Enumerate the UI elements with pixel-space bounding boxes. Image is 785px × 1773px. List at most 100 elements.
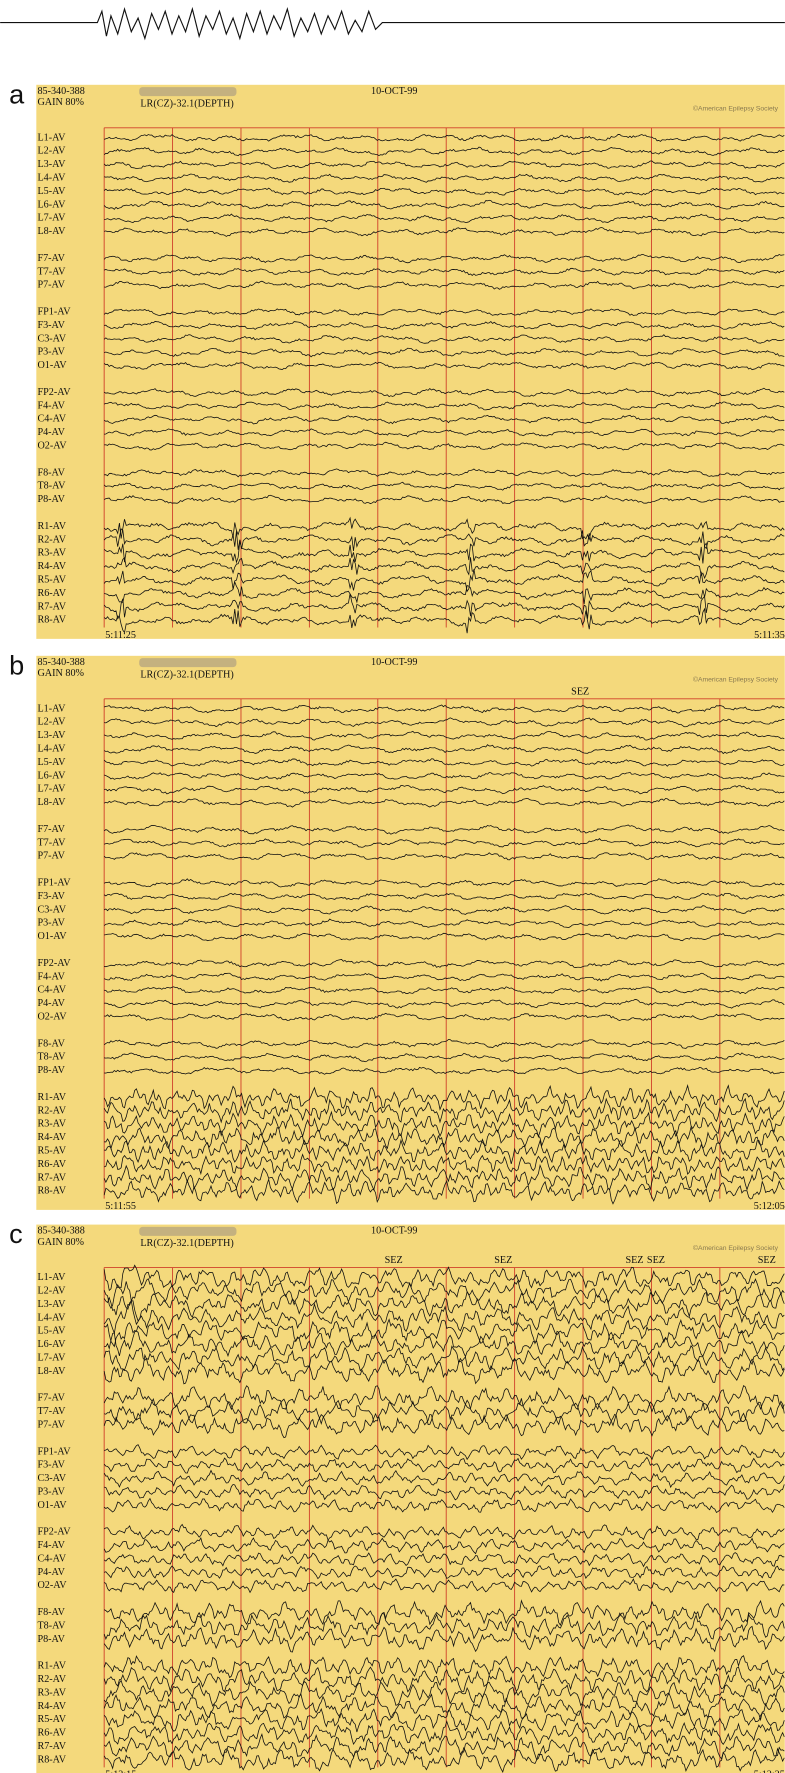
channel-label: F3-AV <box>37 320 65 331</box>
eeg-trace <box>103 1353 785 1385</box>
channel-label: R3-AV <box>37 548 66 559</box>
channel-label: R1-AV <box>37 1661 66 1672</box>
eeg-trace <box>103 1497 785 1514</box>
eeg-trace <box>103 1083 785 1111</box>
channel-label: L4-AV <box>37 743 66 754</box>
channel-label: L3-AV <box>37 1299 66 1310</box>
end-time: 5:12:05 <box>754 1201 785 1212</box>
eeg-trace <box>104 1052 785 1063</box>
redacted-name <box>139 1226 237 1236</box>
eeg-trace <box>103 1278 785 1309</box>
date: 10-OCT-99 <box>371 1226 417 1237</box>
eeg-trace <box>103 1290 785 1322</box>
gain: GAIN 80% <box>37 668 84 679</box>
eeg-trace <box>103 528 785 552</box>
channel-label: L1-AV <box>37 132 66 143</box>
eeg-trace <box>104 959 785 968</box>
end-time: 5:11:35 <box>754 630 785 641</box>
channel-label: O1-AV <box>37 360 67 371</box>
seizure-marker: SEZ <box>625 1255 643 1266</box>
montage: LR(CZ)-32.1(DEPTH) <box>140 98 233 109</box>
channel-label: L7-AV <box>37 784 66 795</box>
channel-label: R2-AV <box>37 1105 66 1116</box>
eeg-trace <box>103 1552 785 1568</box>
eeg-trace <box>103 1097 785 1124</box>
channel-label: FP2-AV <box>37 1527 71 1538</box>
channel-label: P8-AV <box>37 1065 65 1076</box>
eeg-trace <box>103 1344 785 1372</box>
channel-label: FP1-AV <box>37 306 71 317</box>
start-time: 5:11:55 <box>105 1201 136 1212</box>
channel-label: FP1-AV <box>37 877 71 888</box>
channel-label: F8-AV <box>37 467 65 478</box>
channel-label: R3-AV <box>37 1119 66 1130</box>
eeg-trace <box>104 1012 785 1022</box>
eeg-trace <box>103 1666 785 1693</box>
eeg-trace <box>103 1733 785 1761</box>
eeg-trace <box>103 607 785 634</box>
gain: GAIN 80% <box>37 1237 84 1248</box>
eeg-trace <box>103 824 785 835</box>
eeg-trace <box>103 758 785 767</box>
eeg-trace <box>104 428 785 438</box>
end-time: 5:12:25 <box>754 1770 785 1773</box>
eeg-trace <box>103 1264 785 1292</box>
seizure-marker: SEZ <box>647 1255 665 1266</box>
eeg-trace <box>103 1746 785 1773</box>
copyright: ©American Epilepsy Society <box>693 675 779 683</box>
eeg-trace <box>104 1483 785 1501</box>
channel-label: L7-AV <box>37 213 66 224</box>
seizure-marker: SEZ <box>494 1255 512 1266</box>
channel-label: C3-AV <box>37 904 66 915</box>
channel-label: P8-AV <box>37 494 65 505</box>
eeg-trace <box>104 785 785 795</box>
eeg-trace <box>104 321 785 331</box>
header-squiggle <box>0 6 785 41</box>
eeg-trace <box>104 580 785 605</box>
channel-label: L6-AV <box>37 770 66 781</box>
eeg-trace <box>104 1153 785 1176</box>
channel-label: F8-AV <box>37 1607 65 1618</box>
eeg-trace <box>104 878 785 888</box>
channel-label: P7-AV <box>37 851 65 862</box>
channel-label: R5-AV <box>37 574 66 585</box>
channel-label: R1-AV <box>37 1092 66 1103</box>
date: 10-OCT-99 <box>371 86 417 97</box>
seizure-marker: SEZ <box>758 1255 776 1266</box>
channel-label: O2-AV <box>37 1580 67 1591</box>
channel-label: L7-AV <box>37 1352 66 1363</box>
eeg-trace <box>103 334 785 344</box>
channel-label: F7-AV <box>37 1393 65 1404</box>
channel-label: L5-AV <box>37 757 66 768</box>
eeg-trace <box>103 569 785 593</box>
eeg-trace <box>103 1318 785 1348</box>
eeg-trace <box>103 199 785 210</box>
eeg-trace <box>103 1679 785 1707</box>
eeg-trace <box>104 972 785 982</box>
eeg-trace <box>103 730 785 741</box>
eeg-trace <box>103 1456 785 1474</box>
copyright: ©American Epilepsy Society <box>693 104 779 112</box>
channel-label: F4-AV <box>37 1540 65 1551</box>
channel-label: R5-AV <box>37 1145 66 1156</box>
eeg-trace <box>103 918 785 928</box>
eeg-trace <box>103 1707 785 1733</box>
eeg-trace <box>103 1163 785 1191</box>
eeg-trace <box>103 1720 785 1745</box>
record-id: 85-340-388 <box>37 86 84 97</box>
channel-label: T8-AV <box>37 1052 66 1063</box>
channel-label: O2-AV <box>37 1011 67 1022</box>
channel-label: T8-AV <box>37 1620 66 1631</box>
seizure-marker: SEZ <box>385 1255 403 1266</box>
eeg-trace <box>103 414 785 425</box>
channel-label: O2-AV <box>37 440 67 451</box>
channel-label: F4-AV <box>37 400 65 411</box>
eeg-trace <box>104 1066 785 1075</box>
channel-label: F4-AV <box>37 971 65 982</box>
channel-label: R7-AV <box>37 1172 66 1183</box>
eeg-trace <box>103 1523 785 1541</box>
channel-label: R1-AV <box>37 521 66 532</box>
channel-label: P7-AV <box>37 1419 65 1430</box>
channel-label: C3-AV <box>37 1473 66 1484</box>
